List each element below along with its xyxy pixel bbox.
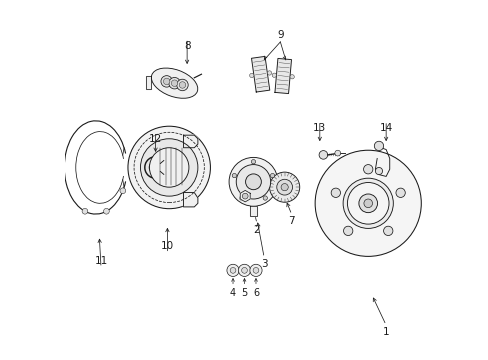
Text: 10: 10 — [161, 241, 174, 251]
Circle shape — [140, 139, 198, 196]
Circle shape — [176, 79, 188, 91]
Circle shape — [228, 157, 277, 206]
Circle shape — [363, 199, 372, 208]
Circle shape — [358, 194, 377, 213]
Circle shape — [314, 150, 421, 256]
Circle shape — [179, 82, 185, 88]
Circle shape — [168, 77, 180, 89]
Circle shape — [226, 264, 239, 276]
Circle shape — [375, 167, 382, 175]
Circle shape — [373, 141, 383, 150]
Text: 11: 11 — [94, 256, 107, 266]
Polygon shape — [183, 135, 198, 148]
Text: 8: 8 — [183, 41, 190, 50]
Text: 13: 13 — [312, 123, 326, 133]
Circle shape — [82, 208, 88, 214]
Text: 12: 12 — [149, 134, 162, 144]
Circle shape — [238, 264, 250, 276]
Polygon shape — [249, 206, 257, 216]
Circle shape — [245, 174, 261, 190]
Circle shape — [363, 165, 372, 174]
Circle shape — [242, 193, 247, 199]
Circle shape — [281, 184, 287, 191]
Polygon shape — [145, 76, 151, 89]
Text: 1: 1 — [382, 327, 388, 337]
Circle shape — [249, 264, 262, 276]
Circle shape — [395, 188, 405, 197]
Circle shape — [383, 226, 392, 235]
Circle shape — [343, 226, 352, 235]
Circle shape — [239, 196, 244, 200]
Circle shape — [346, 183, 388, 224]
Circle shape — [272, 73, 276, 77]
Text: 3: 3 — [261, 259, 267, 269]
Circle shape — [330, 188, 340, 197]
Text: 9: 9 — [277, 30, 283, 40]
Circle shape — [319, 150, 327, 159]
Circle shape — [120, 188, 125, 194]
Polygon shape — [274, 58, 291, 94]
Circle shape — [251, 159, 255, 164]
Circle shape — [334, 150, 340, 156]
Circle shape — [276, 179, 292, 195]
Polygon shape — [240, 190, 250, 202]
Circle shape — [232, 174, 236, 178]
Circle shape — [289, 75, 294, 79]
Circle shape — [230, 267, 235, 273]
Polygon shape — [183, 193, 198, 207]
Text: 6: 6 — [252, 288, 259, 298]
Circle shape — [161, 76, 172, 87]
Circle shape — [149, 148, 188, 187]
Circle shape — [241, 267, 247, 273]
Text: 14: 14 — [379, 123, 392, 133]
Circle shape — [103, 208, 109, 214]
Circle shape — [343, 178, 392, 228]
Circle shape — [267, 71, 271, 75]
Text: 5: 5 — [241, 288, 247, 298]
Text: 4: 4 — [229, 288, 236, 298]
Text: 2: 2 — [253, 225, 260, 235]
Circle shape — [249, 73, 253, 78]
Circle shape — [263, 196, 267, 200]
Ellipse shape — [151, 68, 197, 98]
Circle shape — [253, 267, 258, 273]
Polygon shape — [251, 57, 269, 92]
Circle shape — [269, 172, 299, 202]
Circle shape — [163, 78, 169, 85]
Circle shape — [270, 174, 274, 178]
Circle shape — [171, 80, 178, 86]
Circle shape — [236, 165, 270, 199]
Text: 7: 7 — [288, 216, 295, 226]
Circle shape — [128, 126, 210, 209]
